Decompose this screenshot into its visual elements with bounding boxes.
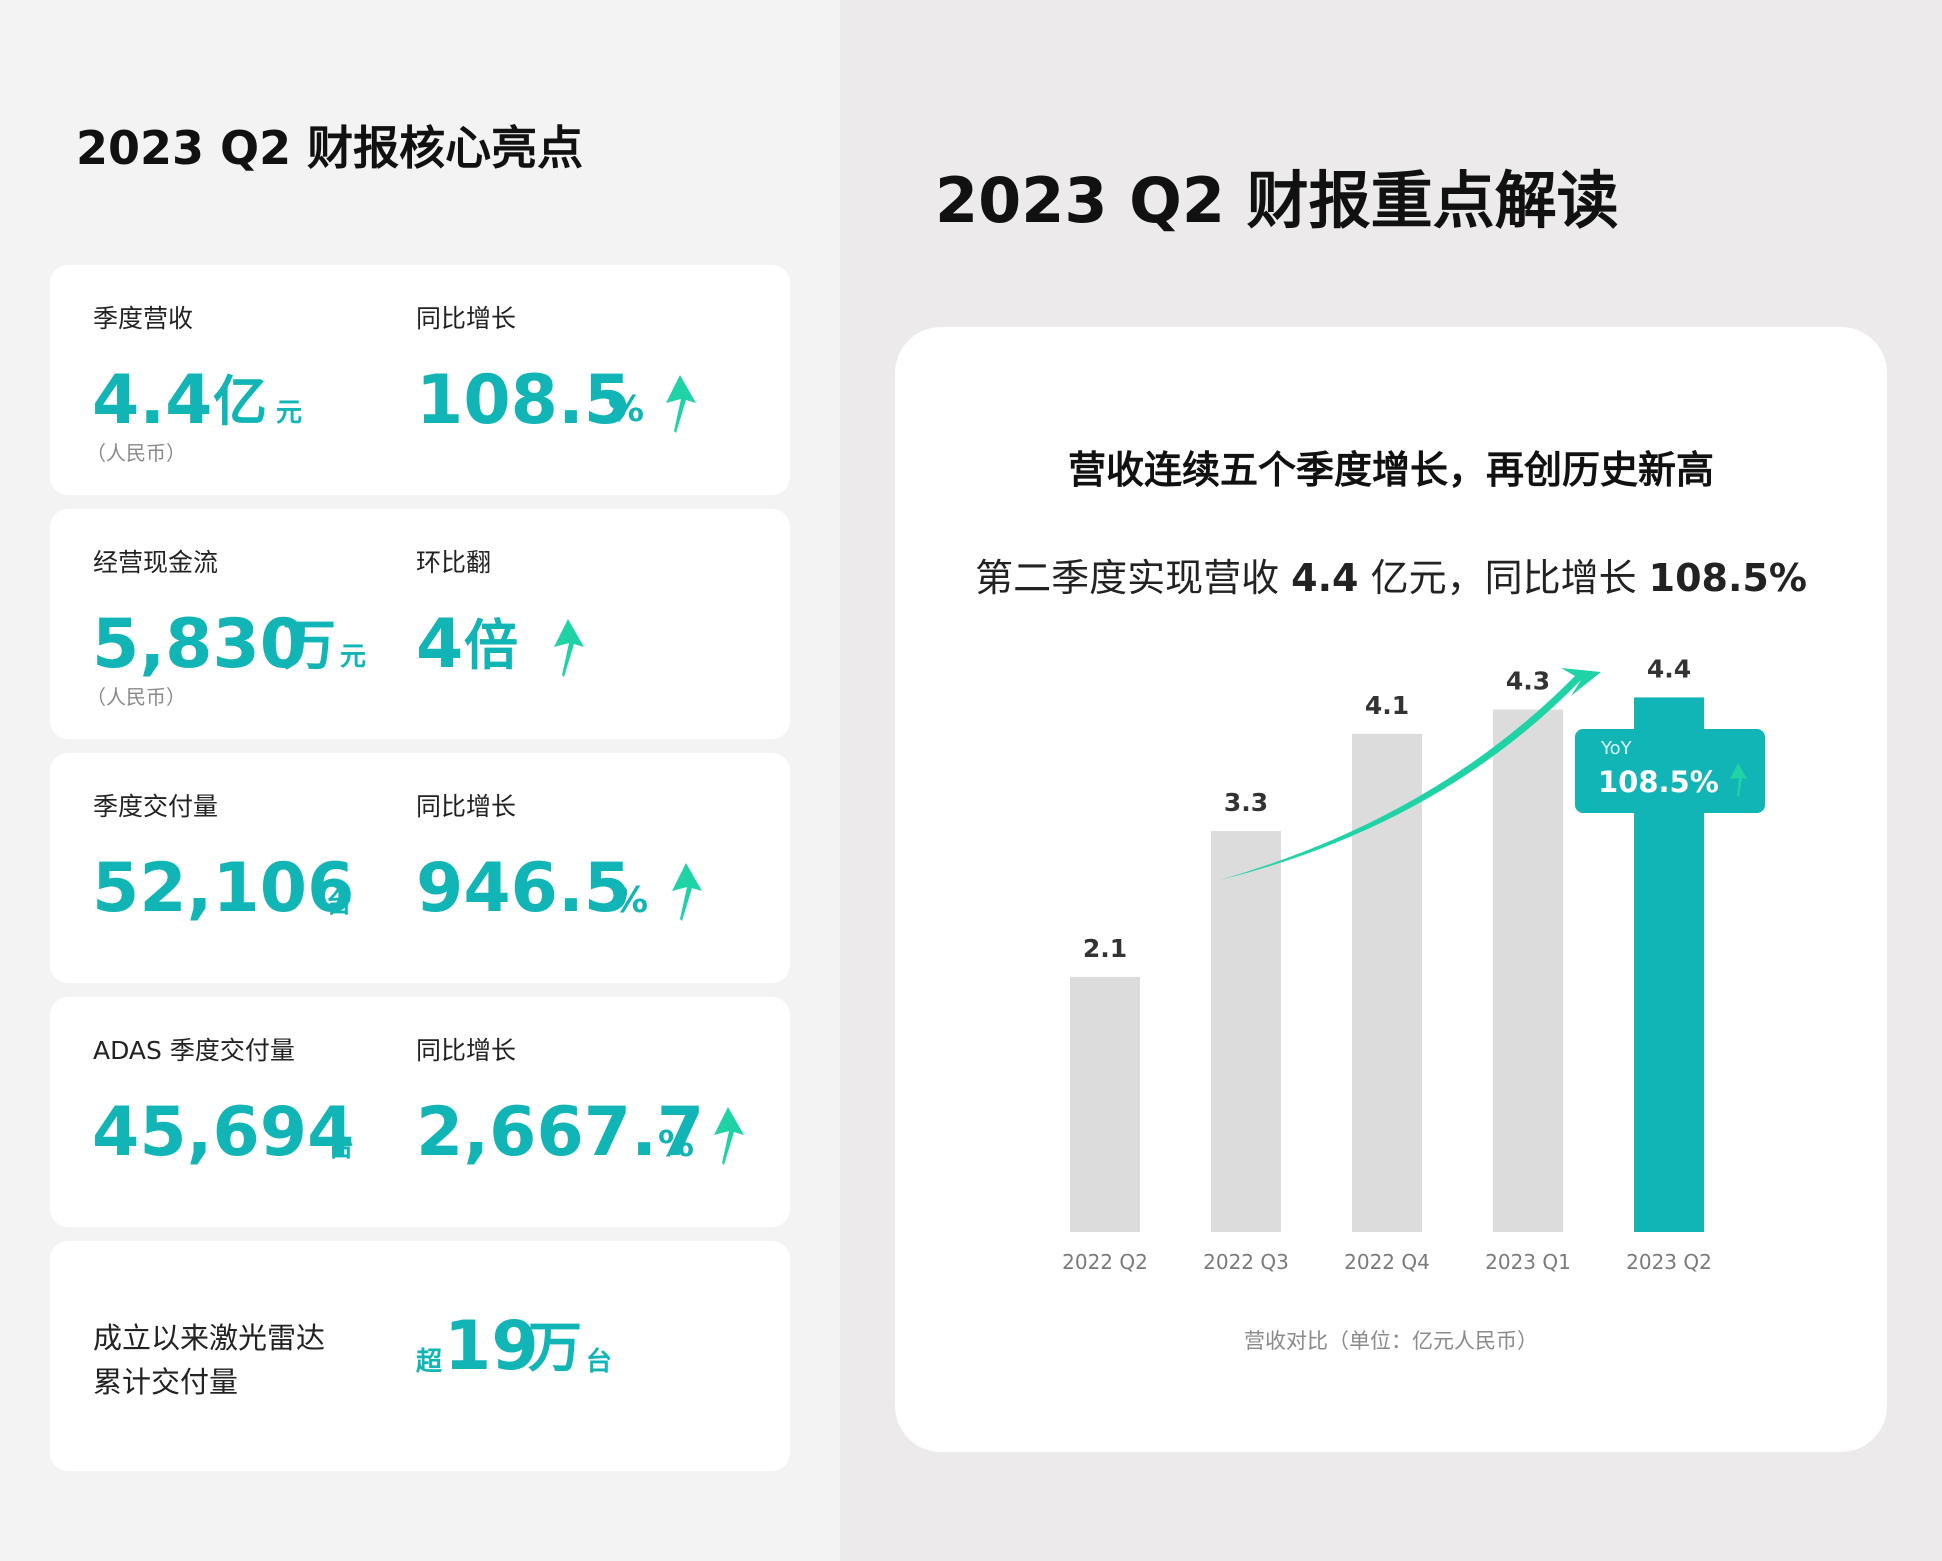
- bar-value-label-3: 4.3: [1506, 667, 1550, 696]
- cash-flow-currency-note: （人民币）: [86, 685, 186, 709]
- revenue-yoy-unit: %: [608, 389, 645, 430]
- chart-title: 营收连续五个季度增长，再创历史新高: [1067, 448, 1714, 492]
- bar-0: [1070, 976, 1140, 1232]
- yoy-callout-value: 108.5%: [1598, 765, 1719, 799]
- x-tick-label-1: 2022 Q3: [1203, 1250, 1289, 1274]
- bar-2: [1352, 733, 1422, 1232]
- adas-yoy-unit: %: [658, 1124, 695, 1165]
- bar-value-label-0: 2.1: [1083, 934, 1127, 963]
- lidar-prefix: 超: [416, 1347, 443, 1377]
- card-quarterly-deliveries: 季度交付量 52,106 台 同比增长 946.5 %: [50, 753, 790, 983]
- yoy-callout-pointer: [1659, 813, 1679, 827]
- cash-flow-label: 经营现金流: [93, 548, 219, 577]
- deliveries-yoy-value: 946.5: [416, 849, 632, 928]
- up-arrow-icon: [554, 619, 584, 677]
- revenue-chart-card: 营收连续五个季度增长，再创历史新高 第二季度实现营收 4.4 亿元，同比增长 1…: [895, 327, 1887, 1452]
- revenue-unit: 元: [276, 398, 303, 428]
- bar-1: [1211, 831, 1281, 1232]
- highlights-title: 2023 Q2 财报核心亮点: [76, 121, 584, 175]
- up-arrow-icon: [1730, 763, 1747, 797]
- up-arrow-icon: [672, 863, 702, 921]
- growth-trend-arrow: [1220, 668, 1601, 880]
- adas-yoy-label: 同比增长: [416, 1036, 517, 1065]
- yoy-callout-box: [1575, 729, 1765, 813]
- up-arrow-icon: [714, 1107, 744, 1165]
- chart-subtitle: 第二季度实现营收 4.4 亿元，同比增长 108.5%: [895, 547, 1887, 602]
- chart-caption: 营收对比（单位：亿元人民币）: [1244, 1329, 1538, 1353]
- card-adas-deliveries: ADAS 季度交付量 45,694 台 同比增长 2,667.7 %: [50, 997, 790, 1227]
- deliveries-yoy-unit: %: [612, 880, 649, 921]
- x-tick-label-3: 2023 Q1: [1485, 1250, 1571, 1274]
- adas-unit: 台: [328, 1133, 355, 1163]
- lidar-unit-big: 万: [528, 1316, 582, 1379]
- x-tick-label-4: 2023 Q2: [1626, 1250, 1712, 1274]
- subtitle-value-1: 4.4: [1291, 556, 1359, 600]
- yoy-callout-label: YoY: [1600, 738, 1633, 759]
- card-quarterly-revenue: 季度营收 4.4 亿 元 （人民币） 同比增长 108.5 %: [50, 265, 790, 495]
- bar-value-label-4: 4.4: [1647, 654, 1691, 683]
- deliveries-label: 季度交付量: [93, 792, 219, 821]
- deliveries-value: 52,106: [92, 849, 355, 928]
- revenue-currency-note: （人民币）: [86, 441, 186, 465]
- card-lidar-deliveries: 成立以来激光雷达 累计交付量 超 19 万 台: [50, 1241, 790, 1471]
- lidar-label-line2: 累计交付量: [93, 1365, 239, 1399]
- lidar-label-line1: 成立以来激光雷达: [93, 1321, 326, 1355]
- deliveries-unit: 台: [326, 889, 353, 919]
- bar-value-label-1: 3.3: [1224, 788, 1268, 817]
- revenue-bar-chart: 2.1 2022 Q2 3.3 2022 Q3 4.1 2022 Q4 4.3 2023 Q1…: [1062, 654, 1765, 1274]
- bar-3: [1493, 709, 1563, 1232]
- revenue-unit-big: 亿: [213, 370, 267, 433]
- card-operating-cash-flow: 经营现金流 5,830 万 元 （人民币） 环比翻 4 倍: [50, 509, 790, 739]
- revenue-yoy-value: 108.5: [416, 361, 632, 440]
- analysis-title: 2023 Q2 财报重点解读: [935, 164, 1619, 237]
- x-tick-label-2: 2022 Q4: [1344, 1250, 1430, 1274]
- cash-flow-unit: 元: [340, 642, 367, 672]
- subtitle-value-2: 108.5%: [1648, 556, 1807, 600]
- subtitle-text-2: 亿元，同比增长: [1358, 556, 1649, 600]
- adas-label: ADAS 季度交付量: [93, 1036, 295, 1065]
- cash-flow-value: 5,830: [92, 605, 308, 684]
- up-arrow-icon: [666, 375, 696, 433]
- adas-yoy-value: 2,667.7: [416, 1093, 705, 1172]
- cash-flow-unit-big: 万: [282, 614, 336, 677]
- revenue-yoy-label: 同比增长: [416, 304, 517, 333]
- cash-flow-qoq-unit: 倍: [464, 614, 518, 677]
- lidar-unit: 台: [586, 1347, 613, 1377]
- revenue-value: 4.4: [92, 361, 213, 440]
- revenue-label: 季度营收: [93, 304, 194, 333]
- x-tick-label-0: 2022 Q2: [1062, 1250, 1148, 1274]
- adas-value: 45,694: [92, 1093, 355, 1172]
- cash-flow-qoq-label: 环比翻: [416, 548, 492, 577]
- subtitle-text-1: 第二季度实现营收: [975, 556, 1292, 600]
- lidar-value: 19: [444, 1307, 539, 1386]
- bar-value-label-2: 4.1: [1365, 691, 1409, 720]
- cash-flow-qoq-value: 4: [416, 605, 464, 684]
- deliveries-yoy-label: 同比增长: [416, 792, 517, 821]
